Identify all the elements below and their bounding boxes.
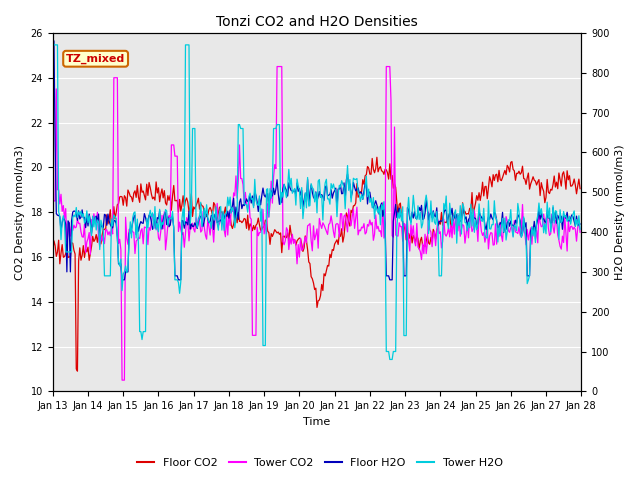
Floor H2O xyxy=(576,221,584,227)
Tower CO2 xyxy=(348,214,356,219)
Floor H2O xyxy=(108,224,115,230)
Tower H2O xyxy=(49,37,56,43)
Floor H2O xyxy=(569,214,577,219)
Tower H2O xyxy=(108,216,115,222)
Floor CO2 xyxy=(74,368,81,374)
Line: Tower CO2: Tower CO2 xyxy=(52,67,580,380)
Line: Tower H2O: Tower H2O xyxy=(52,40,580,360)
Tower CO2 xyxy=(108,225,115,231)
Line: Floor H2O: Floor H2O xyxy=(52,41,580,280)
Floor CO2 xyxy=(49,249,56,255)
Y-axis label: CO2 Density (mmol/m3): CO2 Density (mmol/m3) xyxy=(15,144,25,280)
Floor CO2 xyxy=(109,221,116,227)
Floor CO2 xyxy=(373,155,381,160)
Floor H2O xyxy=(555,216,563,221)
Floor H2O xyxy=(49,38,56,44)
Floor CO2 xyxy=(556,177,564,182)
Floor CO2 xyxy=(576,186,584,192)
Line: Floor CO2: Floor CO2 xyxy=(52,157,580,371)
Tower H2O xyxy=(555,237,563,242)
Tower CO2 xyxy=(570,224,578,230)
Tower H2O xyxy=(346,177,354,182)
Tower CO2 xyxy=(433,227,440,233)
Floor H2O xyxy=(138,220,146,226)
Tower CO2 xyxy=(273,64,281,70)
X-axis label: Time: Time xyxy=(303,417,331,427)
Floor H2O xyxy=(348,194,355,200)
Tower H2O xyxy=(137,329,145,335)
Tower CO2 xyxy=(556,243,564,249)
Tower H2O xyxy=(569,211,577,217)
Legend: Floor CO2, Tower CO2, Floor H2O, Tower H2O: Floor CO2, Tower CO2, Floor H2O, Tower H… xyxy=(133,453,507,472)
Y-axis label: H2O Density (mmol/m3): H2O Density (mmol/m3) xyxy=(615,144,625,280)
Tower CO2 xyxy=(49,197,56,203)
Floor CO2 xyxy=(570,176,578,182)
Tower H2O xyxy=(432,221,440,227)
Title: Tonzi CO2 and H2O Densities: Tonzi CO2 and H2O Densities xyxy=(216,15,418,29)
Floor CO2 xyxy=(433,227,440,233)
Tower H2O xyxy=(386,357,394,362)
Floor H2O xyxy=(432,214,440,220)
Text: TZ_mixed: TZ_mixed xyxy=(66,54,125,64)
Tower CO2 xyxy=(118,377,126,383)
Floor CO2 xyxy=(348,207,355,213)
Floor CO2 xyxy=(138,190,146,195)
Tower H2O xyxy=(576,226,584,232)
Tower CO2 xyxy=(576,229,584,235)
Tower CO2 xyxy=(138,226,146,231)
Floor H2O xyxy=(118,277,126,283)
